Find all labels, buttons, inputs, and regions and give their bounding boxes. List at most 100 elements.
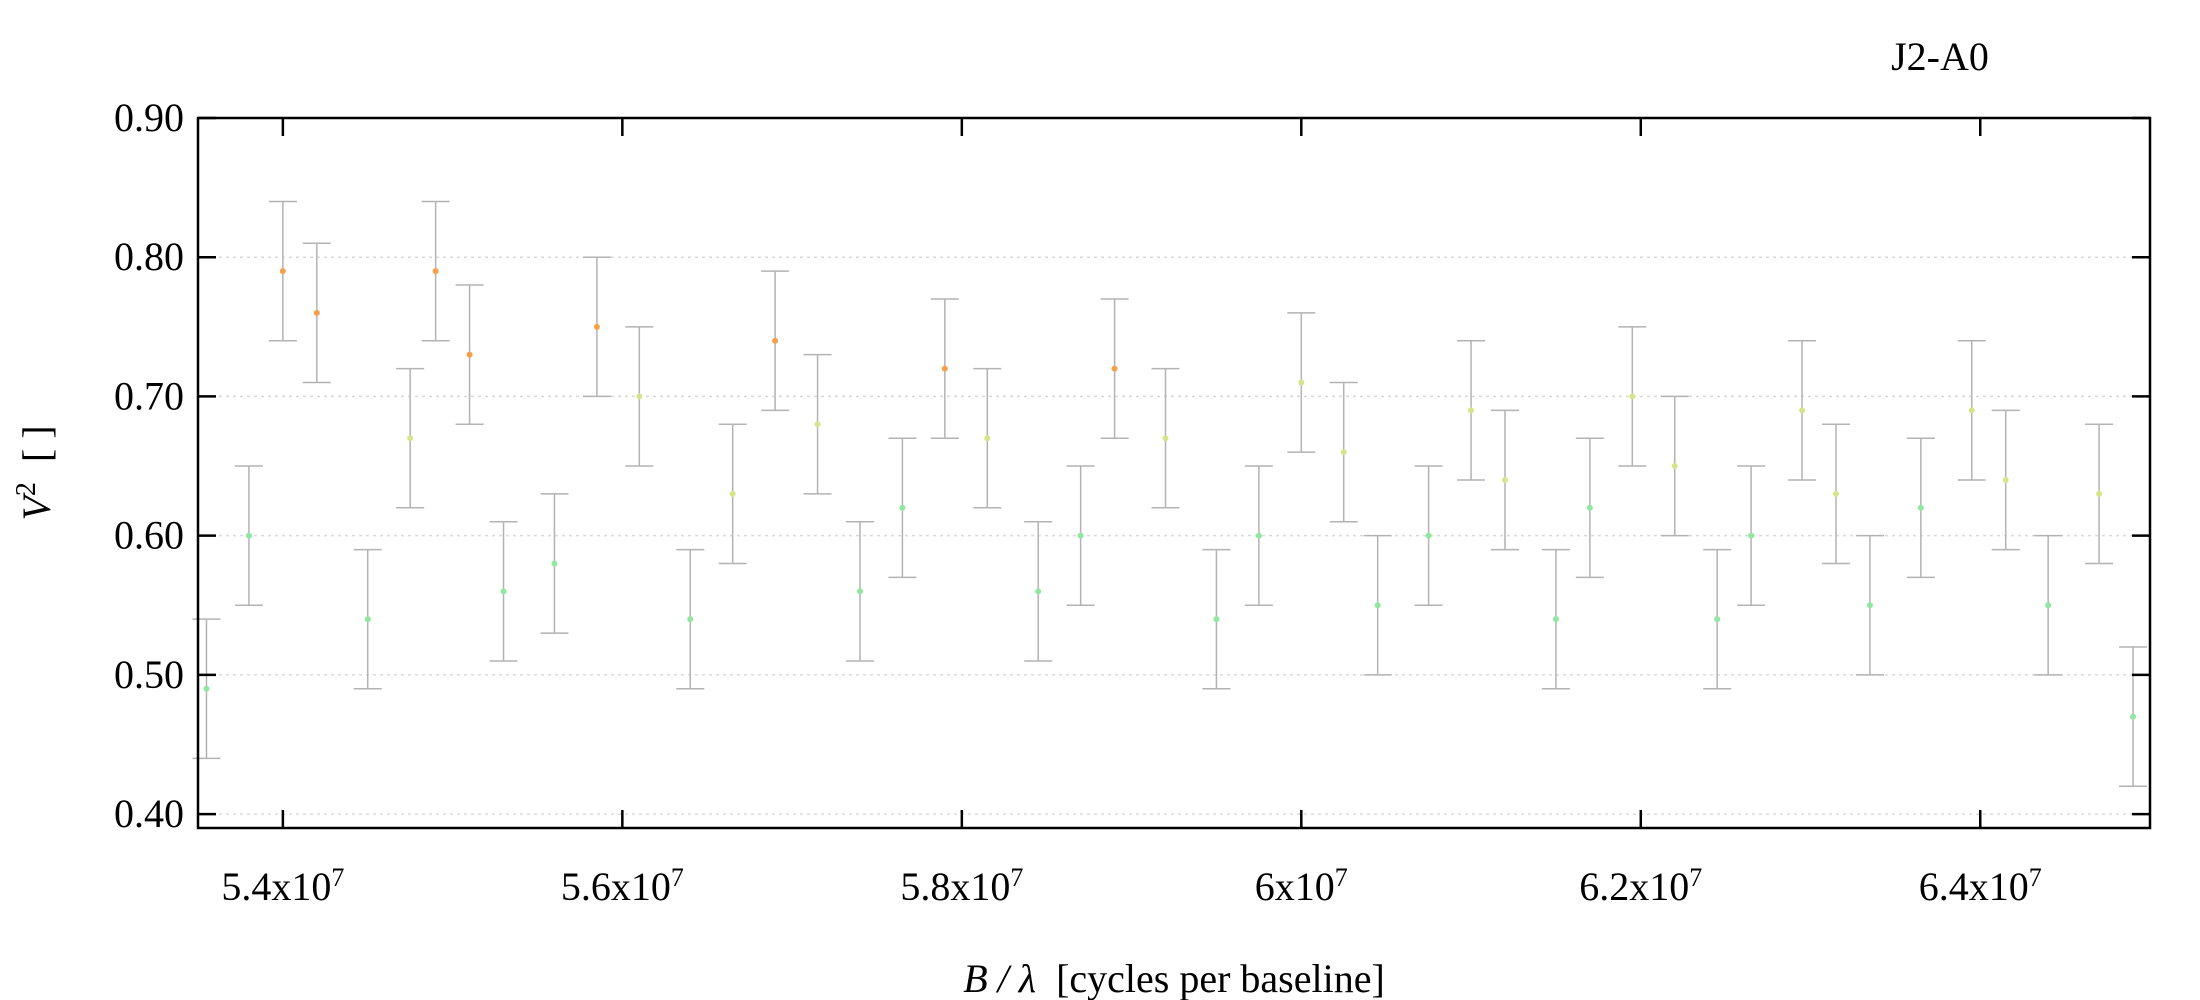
data-point	[268, 200, 297, 342]
y-tick-label: 0.70	[114, 373, 184, 418]
data-point	[421, 200, 450, 342]
data-point	[489, 520, 518, 662]
data-point	[1100, 298, 1129, 439]
point-marker	[1799, 407, 1806, 414]
point-marker	[551, 560, 558, 567]
data-point	[625, 326, 654, 467]
data-point	[1618, 326, 1647, 467]
x-axis-title: B / λ [cycles per baseline]	[963, 956, 1385, 1000]
y-tick-label: 0.60	[114, 513, 184, 558]
y-tick-label: 0.90	[114, 95, 184, 140]
x-tick-mantissa: 5.6x10	[561, 864, 671, 909]
y-axis-unit: [ ]	[14, 425, 59, 462]
data-point	[1414, 465, 1443, 607]
data-point	[1363, 534, 1392, 676]
x-tick-label: 6.2x107	[1579, 863, 1702, 910]
x-tick-exponent: 7	[1689, 863, 1702, 892]
data-point	[845, 520, 874, 662]
point-marker	[1866, 602, 1873, 609]
x-tick-label: 6x107	[1255, 863, 1348, 910]
data-point	[1991, 409, 2020, 551]
y-axis-sup: 2	[11, 482, 42, 496]
point-marker	[1255, 532, 1262, 539]
data-point	[888, 437, 917, 579]
data-points	[192, 200, 2148, 787]
point-marker	[1671, 463, 1678, 470]
point-marker	[2096, 490, 2103, 497]
point-marker	[1552, 616, 1559, 623]
point-marker	[1077, 532, 1084, 539]
point-marker	[687, 616, 694, 623]
point-marker	[593, 323, 600, 330]
x-tick-mantissa: 6x10	[1255, 864, 1335, 909]
data-point	[353, 548, 382, 690]
data-point	[192, 618, 221, 760]
point-marker	[432, 268, 439, 275]
point-marker	[2002, 476, 2009, 483]
y-tick-label: 0.80	[114, 234, 184, 279]
point-marker	[1714, 616, 1721, 623]
data-point	[973, 367, 1002, 509]
point-marker	[1425, 532, 1432, 539]
point-marker	[1035, 588, 1042, 595]
point-marker	[407, 435, 414, 442]
point-marker	[941, 365, 948, 372]
point-marker	[729, 490, 736, 497]
y-axis-title: V2 [ ]	[11, 425, 60, 520]
x-tick-label: 6.4x107	[1919, 863, 2042, 910]
point-marker	[1748, 532, 1755, 539]
data-point	[455, 284, 484, 426]
point-marker	[814, 421, 821, 428]
point-marker	[1832, 490, 1839, 497]
data-point	[1287, 312, 1316, 453]
x-axis-unit: [cycles per baseline]	[1056, 956, 1385, 1000]
data-point	[582, 256, 611, 398]
point-marker	[1213, 616, 1220, 623]
point-marker	[772, 337, 779, 344]
point-marker	[1298, 379, 1305, 386]
point-marker	[279, 268, 286, 275]
data-point	[1737, 465, 1766, 607]
point-marker	[1374, 602, 1381, 609]
x-axis-var: B / λ	[963, 956, 1036, 1000]
point-marker	[856, 588, 863, 595]
data-point	[1024, 520, 1053, 662]
data-point	[234, 465, 263, 607]
data-point	[1660, 395, 1689, 537]
data-point	[1855, 534, 1884, 676]
data-point	[1703, 548, 1732, 690]
data-point	[930, 298, 959, 439]
x-tick-mantissa: 6.4x10	[1919, 864, 2029, 909]
data-point	[396, 367, 425, 509]
x-tick-mantissa: 5.8x10	[900, 864, 1010, 909]
data-point	[1244, 465, 1273, 607]
data-point	[676, 548, 705, 690]
x-tick-exponent: 7	[1010, 863, 1023, 892]
point-marker	[203, 685, 210, 692]
data-point	[1821, 423, 1850, 565]
x-tick-exponent: 7	[331, 863, 344, 892]
x-tick-exponent: 7	[2029, 863, 2042, 892]
point-marker	[899, 504, 906, 511]
point-marker	[364, 616, 371, 623]
point-marker	[636, 393, 643, 400]
x-tick-exponent: 7	[671, 863, 684, 892]
point-marker	[2130, 713, 2137, 720]
point-marker	[1501, 476, 1508, 483]
data-point	[1957, 339, 1986, 481]
point-marker	[1111, 365, 1118, 372]
data-point	[1575, 437, 1604, 579]
x-axis-ticks: 5.4x107 5.6x107 5.8x107 6x107 6.2x107 6.4x107	[221, 118, 2042, 910]
y-axis-ticks: 0.40 0.50 0.60 0.70 0.80 0.90	[114, 95, 2150, 836]
y-axis-var: V	[14, 492, 59, 521]
y-grid	[198, 117, 2150, 815]
point-marker	[2045, 602, 2052, 609]
data-point	[1490, 409, 1519, 551]
data-point	[1202, 548, 1231, 690]
data-point	[1788, 339, 1817, 481]
point-marker	[1468, 407, 1475, 414]
point-marker	[1340, 449, 1347, 456]
chart-title: J2-A0	[1891, 34, 1989, 79]
data-point	[1541, 548, 1570, 690]
